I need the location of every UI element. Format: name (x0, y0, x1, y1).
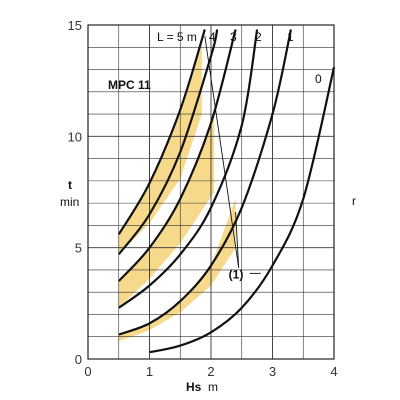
series-label: 2 (255, 30, 262, 44)
series-line (117, 29, 206, 235)
x-tick-label: 3 (269, 364, 276, 379)
series-label: 1 (287, 30, 294, 44)
series-label: 0 (315, 72, 322, 86)
x-axis-unit: m (208, 380, 218, 394)
x-tick-label: 2 (207, 364, 214, 379)
leader-line (235, 212, 240, 268)
series-label: 4 (209, 30, 216, 44)
plot-frame (87, 24, 335, 360)
series-line (118, 29, 259, 309)
y-axis-unit: min (60, 195, 79, 209)
x-tick-label: 4 (330, 364, 337, 379)
y-tick-label: 15 (68, 18, 82, 33)
series-label: 3 (230, 30, 237, 44)
series-label: L = 5 m (157, 30, 197, 44)
y-axis-label: t (68, 178, 72, 192)
y-tick-label: 5 (75, 241, 82, 256)
x-tick-label: 1 (146, 364, 153, 379)
series-line (149, 67, 336, 354)
curves: L = 5 m 4 3 2 1 0 (1) (117, 29, 336, 354)
series-line (118, 29, 292, 336)
annotation-label: (1) (229, 267, 244, 281)
shaded-region (118, 116, 215, 308)
x-tick-label: 0 (84, 364, 91, 379)
edge-mark: r (352, 194, 356, 208)
y-tick-label: 10 (68, 129, 82, 144)
y-tick-label: 0 (75, 352, 82, 367)
grid (87, 24, 335, 360)
x-axis-label: Hs (186, 380, 202, 394)
series-line (117, 29, 237, 282)
series-line (117, 29, 219, 255)
chart-title: MPC 11 (108, 78, 151, 92)
leader-line (204, 36, 240, 268)
